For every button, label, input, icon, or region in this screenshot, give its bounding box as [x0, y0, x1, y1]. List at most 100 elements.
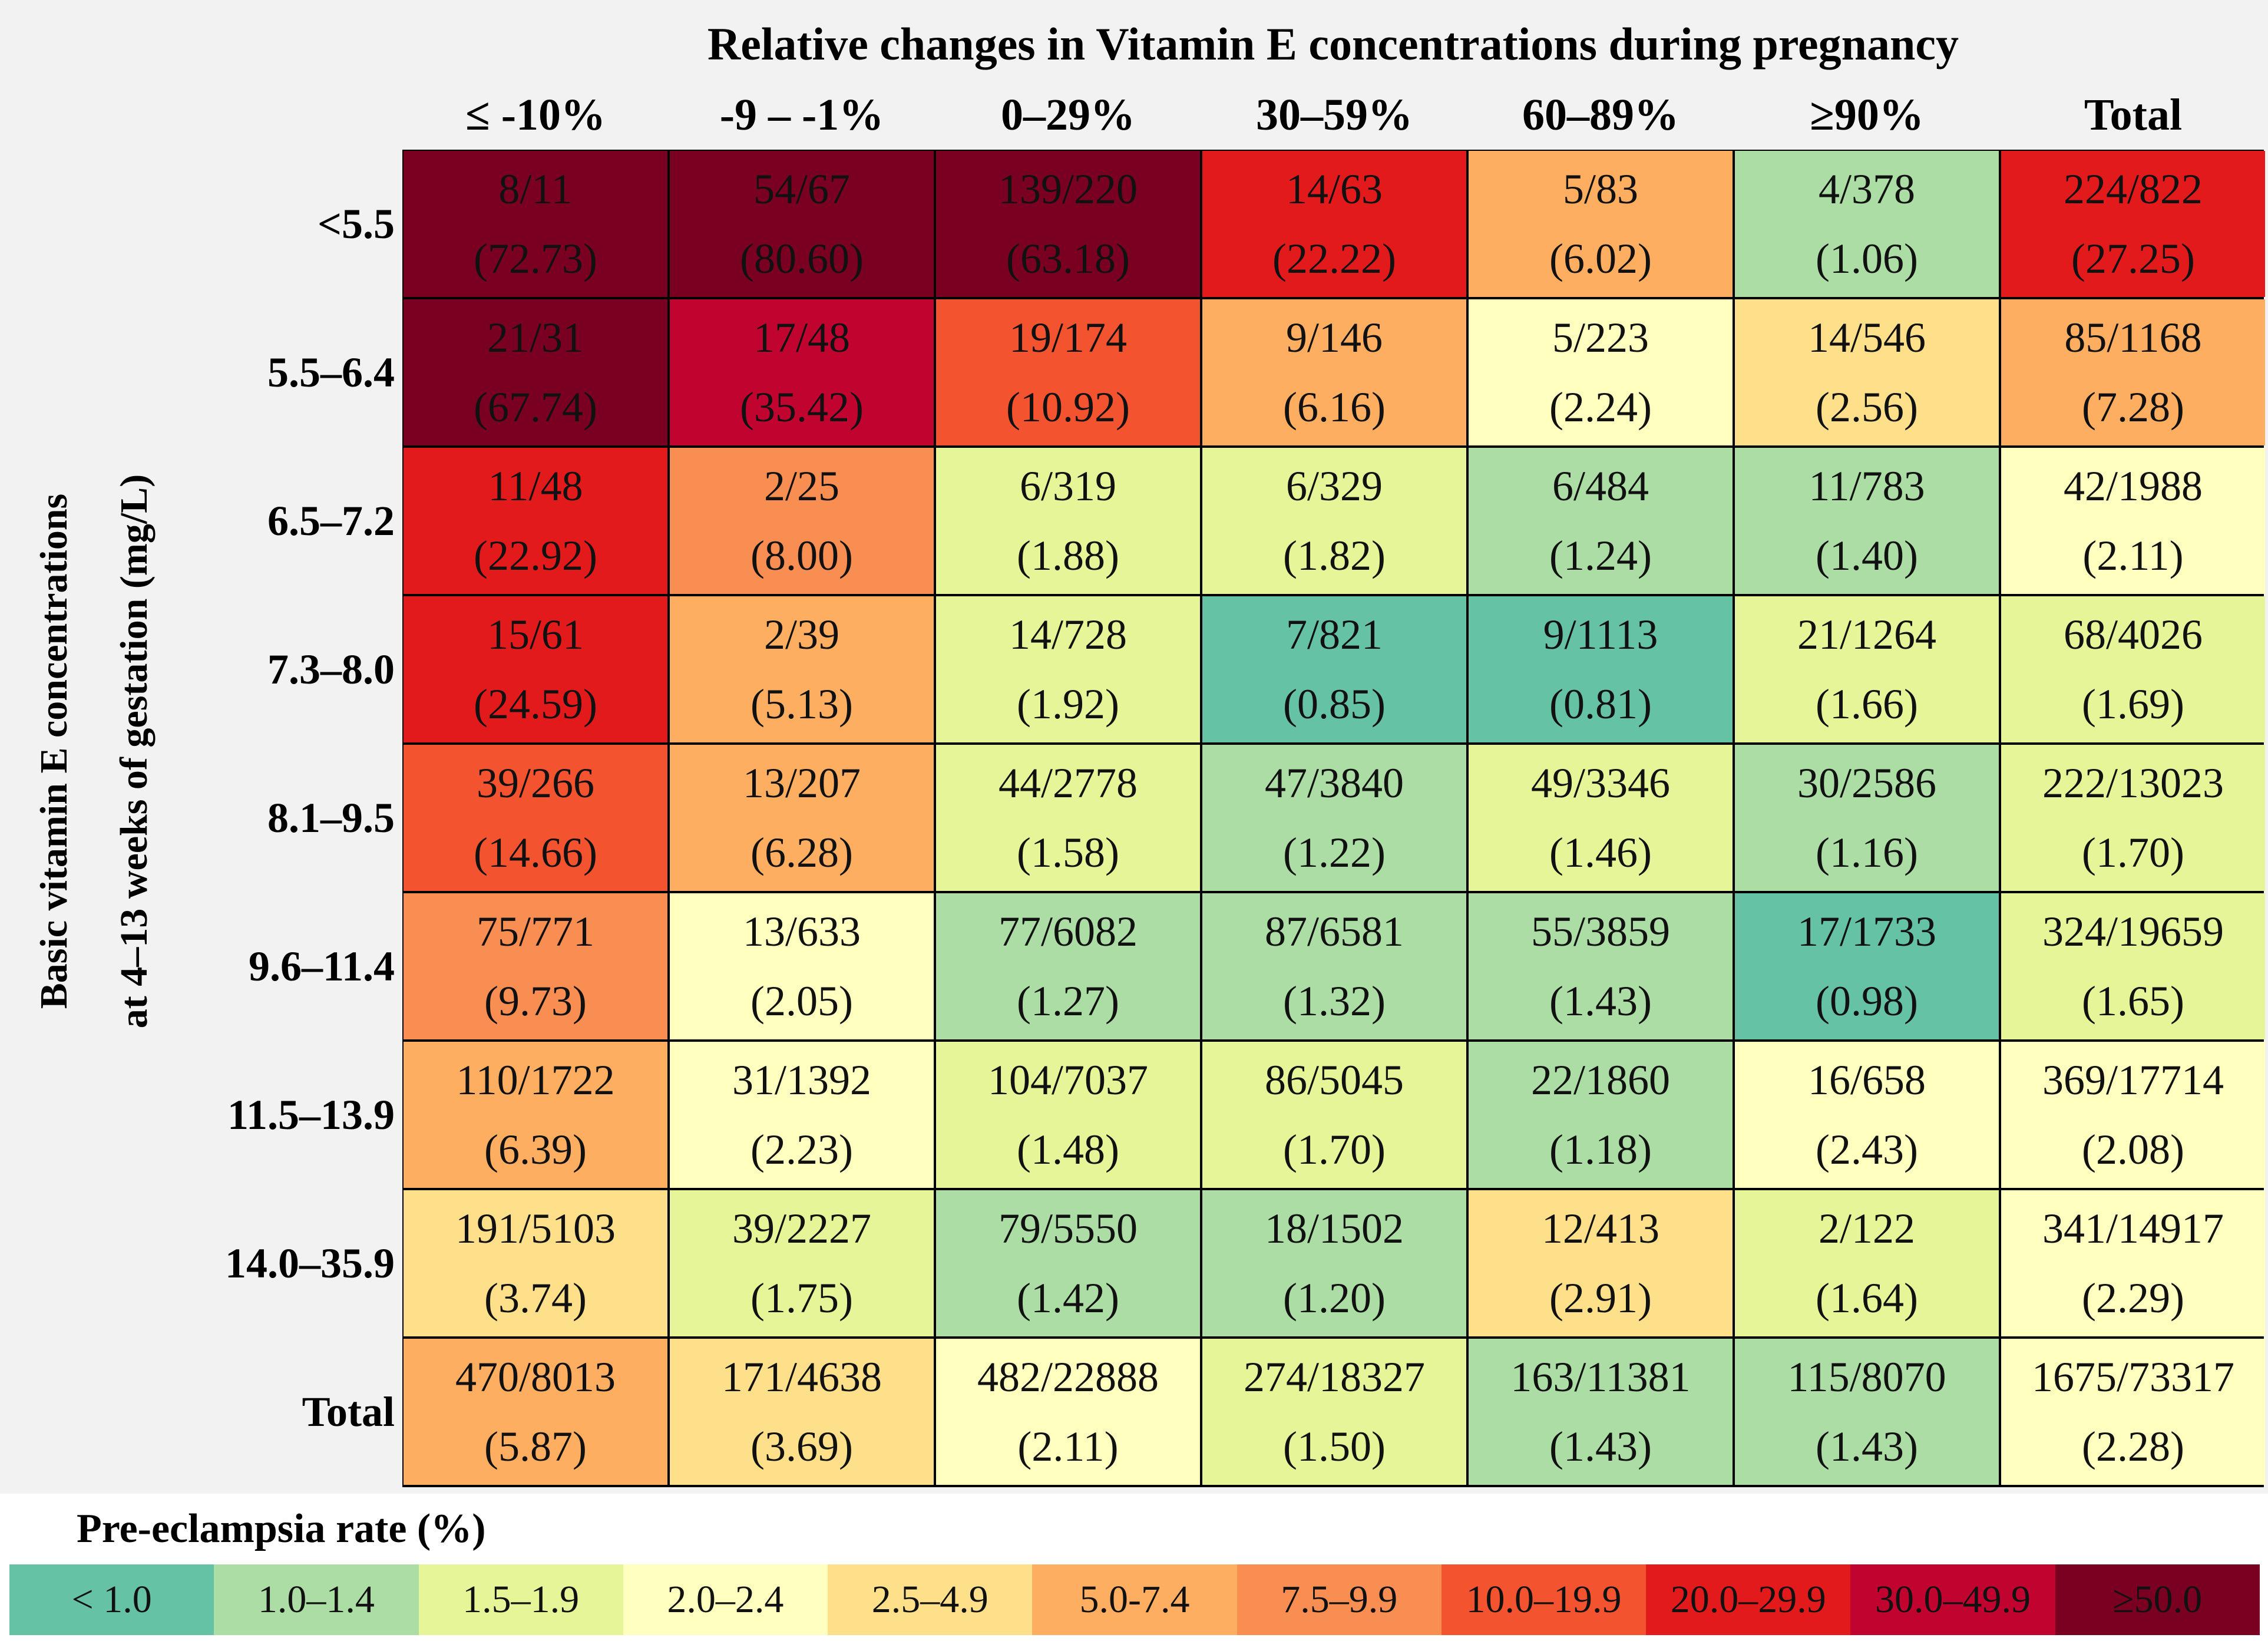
cell-count: 17/48	[753, 314, 850, 361]
cell-rate: (67.74)	[474, 384, 597, 431]
cell-count: 274/18327	[1243, 1353, 1425, 1401]
cell-rate: (2.29)	[2082, 1275, 2184, 1322]
heatmap-cell: 11/783 (1.40)	[1735, 448, 1999, 594]
cell-count: 115/8070	[1787, 1353, 1946, 1401]
heatmap-cell: 19/174 (10.92)	[936, 299, 1200, 445]
cell-rate: (22.92)	[474, 532, 597, 579]
cell-count: 341/14917	[2042, 1205, 2224, 1252]
cell-count: 68/4026	[2063, 611, 2203, 658]
heatmap-cell: 21/31 (67.74)	[404, 299, 667, 445]
cell-rate: (5.13)	[751, 681, 853, 728]
cell-count: 6/319	[1019, 463, 1116, 510]
cell-rate: (1.92)	[1017, 681, 1119, 728]
cell-rate: (1.70)	[1283, 1126, 1386, 1173]
cell-rate: (6.02)	[1549, 235, 1652, 282]
cell-rate: (1.40)	[1816, 532, 1918, 579]
row-header: <5.5	[317, 200, 395, 247]
heatmap-cell: 369/17714 (2.08)	[2001, 1042, 2265, 1188]
cell-rate: (22.22)	[1272, 235, 1396, 282]
cell-count: 39/266	[476, 760, 594, 807]
cell-rate: (1.43)	[1549, 978, 1652, 1025]
heatmap-cell: 15/61 (24.59)	[404, 596, 667, 742]
row-header: 6.5–7.2	[267, 497, 395, 544]
heatmap-cell: 18/1502 (1.20)	[1202, 1190, 1466, 1336]
cell-count: 79/5550	[998, 1205, 1138, 1252]
cell-count: 18/1502	[1264, 1205, 1404, 1252]
row-header: 7.3–8.0	[267, 645, 395, 693]
cell-count: 75/771	[476, 908, 594, 955]
cell-rate: (1.88)	[1017, 532, 1119, 579]
y-axis-label-line-2: at 4–13 weeks of gestation (mg/L)	[113, 474, 156, 1029]
heatmap-cell: 222/13023 (1.70)	[2001, 745, 2265, 891]
cell-rate: (35.42)	[740, 384, 864, 431]
cell-rate: (1.16)	[1816, 829, 1918, 876]
cell-count: 163/11381	[1510, 1353, 1691, 1401]
cell-count: 8/11	[498, 166, 573, 213]
heatmap-cell: 104/7037 (1.48)	[936, 1042, 1200, 1188]
heatmap-cell: 42/1988 (2.11)	[2001, 448, 2265, 594]
row-header: 11.5–13.9	[227, 1091, 395, 1138]
column-header: 60–89%	[1522, 90, 1679, 140]
cell-count: 1675/73317	[2031, 1353, 2234, 1401]
legend-swatch: 10.0–19.9	[1441, 1564, 1647, 1635]
heatmap-cell: 30/2586 (1.16)	[1735, 745, 1999, 891]
cell-count: 39/2227	[732, 1205, 871, 1252]
row-header: Total	[302, 1388, 395, 1435]
cell-rate: (3.69)	[751, 1423, 853, 1470]
cell-rate: (0.81)	[1549, 681, 1652, 728]
cell-rate: (1.24)	[1549, 532, 1652, 579]
cell-count: 11/783	[1809, 463, 1925, 510]
y-axis-label: Basic vitamin E concentrations at 4–13 w…	[14, 250, 174, 1252]
cell-count: 110/1722	[456, 1056, 615, 1104]
cell-rate: (24.59)	[474, 681, 597, 728]
cell-count: 9/146	[1285, 314, 1383, 361]
cell-rate: (63.18)	[1006, 235, 1130, 282]
cell-count: 30/2586	[1797, 760, 1936, 807]
cell-count: 42/1988	[2063, 463, 2203, 510]
cell-count: 47/3840	[1264, 760, 1404, 807]
cell-count: 22/1860	[1530, 1056, 1670, 1104]
cell-count: 86/5045	[1264, 1056, 1404, 1104]
cell-count: 4/378	[1818, 166, 1915, 213]
cell-count: 6/329	[1285, 463, 1383, 510]
cell-count: 139/220	[998, 166, 1138, 213]
cell-count: 14/63	[1285, 166, 1383, 213]
heatmap-cell: 6/319 (1.88)	[936, 448, 1200, 594]
cell-rate: (1.82)	[1283, 532, 1386, 579]
cell-rate: (1.75)	[751, 1275, 853, 1322]
cell-rate: (1.69)	[2082, 681, 2184, 728]
heatmap-cell: 16/658 (2.43)	[1735, 1042, 1999, 1188]
heatmap-cell: 274/18327 (1.50)	[1202, 1339, 1466, 1485]
heatmap-cell: 14/63 (22.22)	[1202, 151, 1466, 297]
heatmap-cell: 13/207 (6.28)	[670, 745, 934, 891]
cell-count: 5/83	[1562, 166, 1638, 213]
heatmap-cell: 87/6581 (1.32)	[1202, 893, 1466, 1039]
cell-rate: (1.27)	[1017, 978, 1119, 1025]
cell-count: 77/6082	[998, 908, 1138, 955]
cell-count: 14/546	[1807, 314, 1926, 361]
cell-count: 2/122	[1818, 1205, 1915, 1252]
cell-count: 21/31	[487, 314, 584, 361]
cell-rate: (1.66)	[1816, 681, 1918, 728]
legend-swatch: ≥50.0	[2055, 1564, 2260, 1635]
cell-rate: (0.85)	[1283, 681, 1386, 728]
cell-rate: (5.87)	[484, 1423, 587, 1470]
column-header: ≥90%	[1810, 90, 1924, 140]
cell-rate: (2.91)	[1549, 1275, 1652, 1322]
cell-rate: (1.42)	[1017, 1275, 1119, 1322]
cell-count: 2/39	[763, 611, 839, 658]
cell-count: 13/633	[742, 908, 861, 955]
cell-rate: (2.11)	[1017, 1423, 1119, 1470]
legend-bar: < 1.0 1.0–1.4 1.5–1.9 2.0–2.4 2.5–4.9 5.0-7.4…	[9, 1564, 2260, 1635]
cell-rate: (1.70)	[2082, 829, 2184, 876]
cell-count: 7/821	[1285, 611, 1383, 658]
cell-count: 12/413	[1541, 1205, 1659, 1252]
cell-rate: (6.39)	[484, 1126, 587, 1173]
heatmap-cell: 75/771 (9.73)	[404, 893, 667, 1039]
heatmap-cell: 2/25 (8.00)	[670, 448, 934, 594]
heatmap-cell: 55/3859 (1.43)	[1469, 893, 1733, 1039]
cell-rate: (2.56)	[1816, 384, 1918, 431]
cell-count: 224/822	[2063, 166, 2203, 213]
heatmap-cell: 5/83 (6.02)	[1469, 151, 1733, 297]
heatmap-cell: 1675/73317 (2.28)	[2001, 1339, 2265, 1485]
